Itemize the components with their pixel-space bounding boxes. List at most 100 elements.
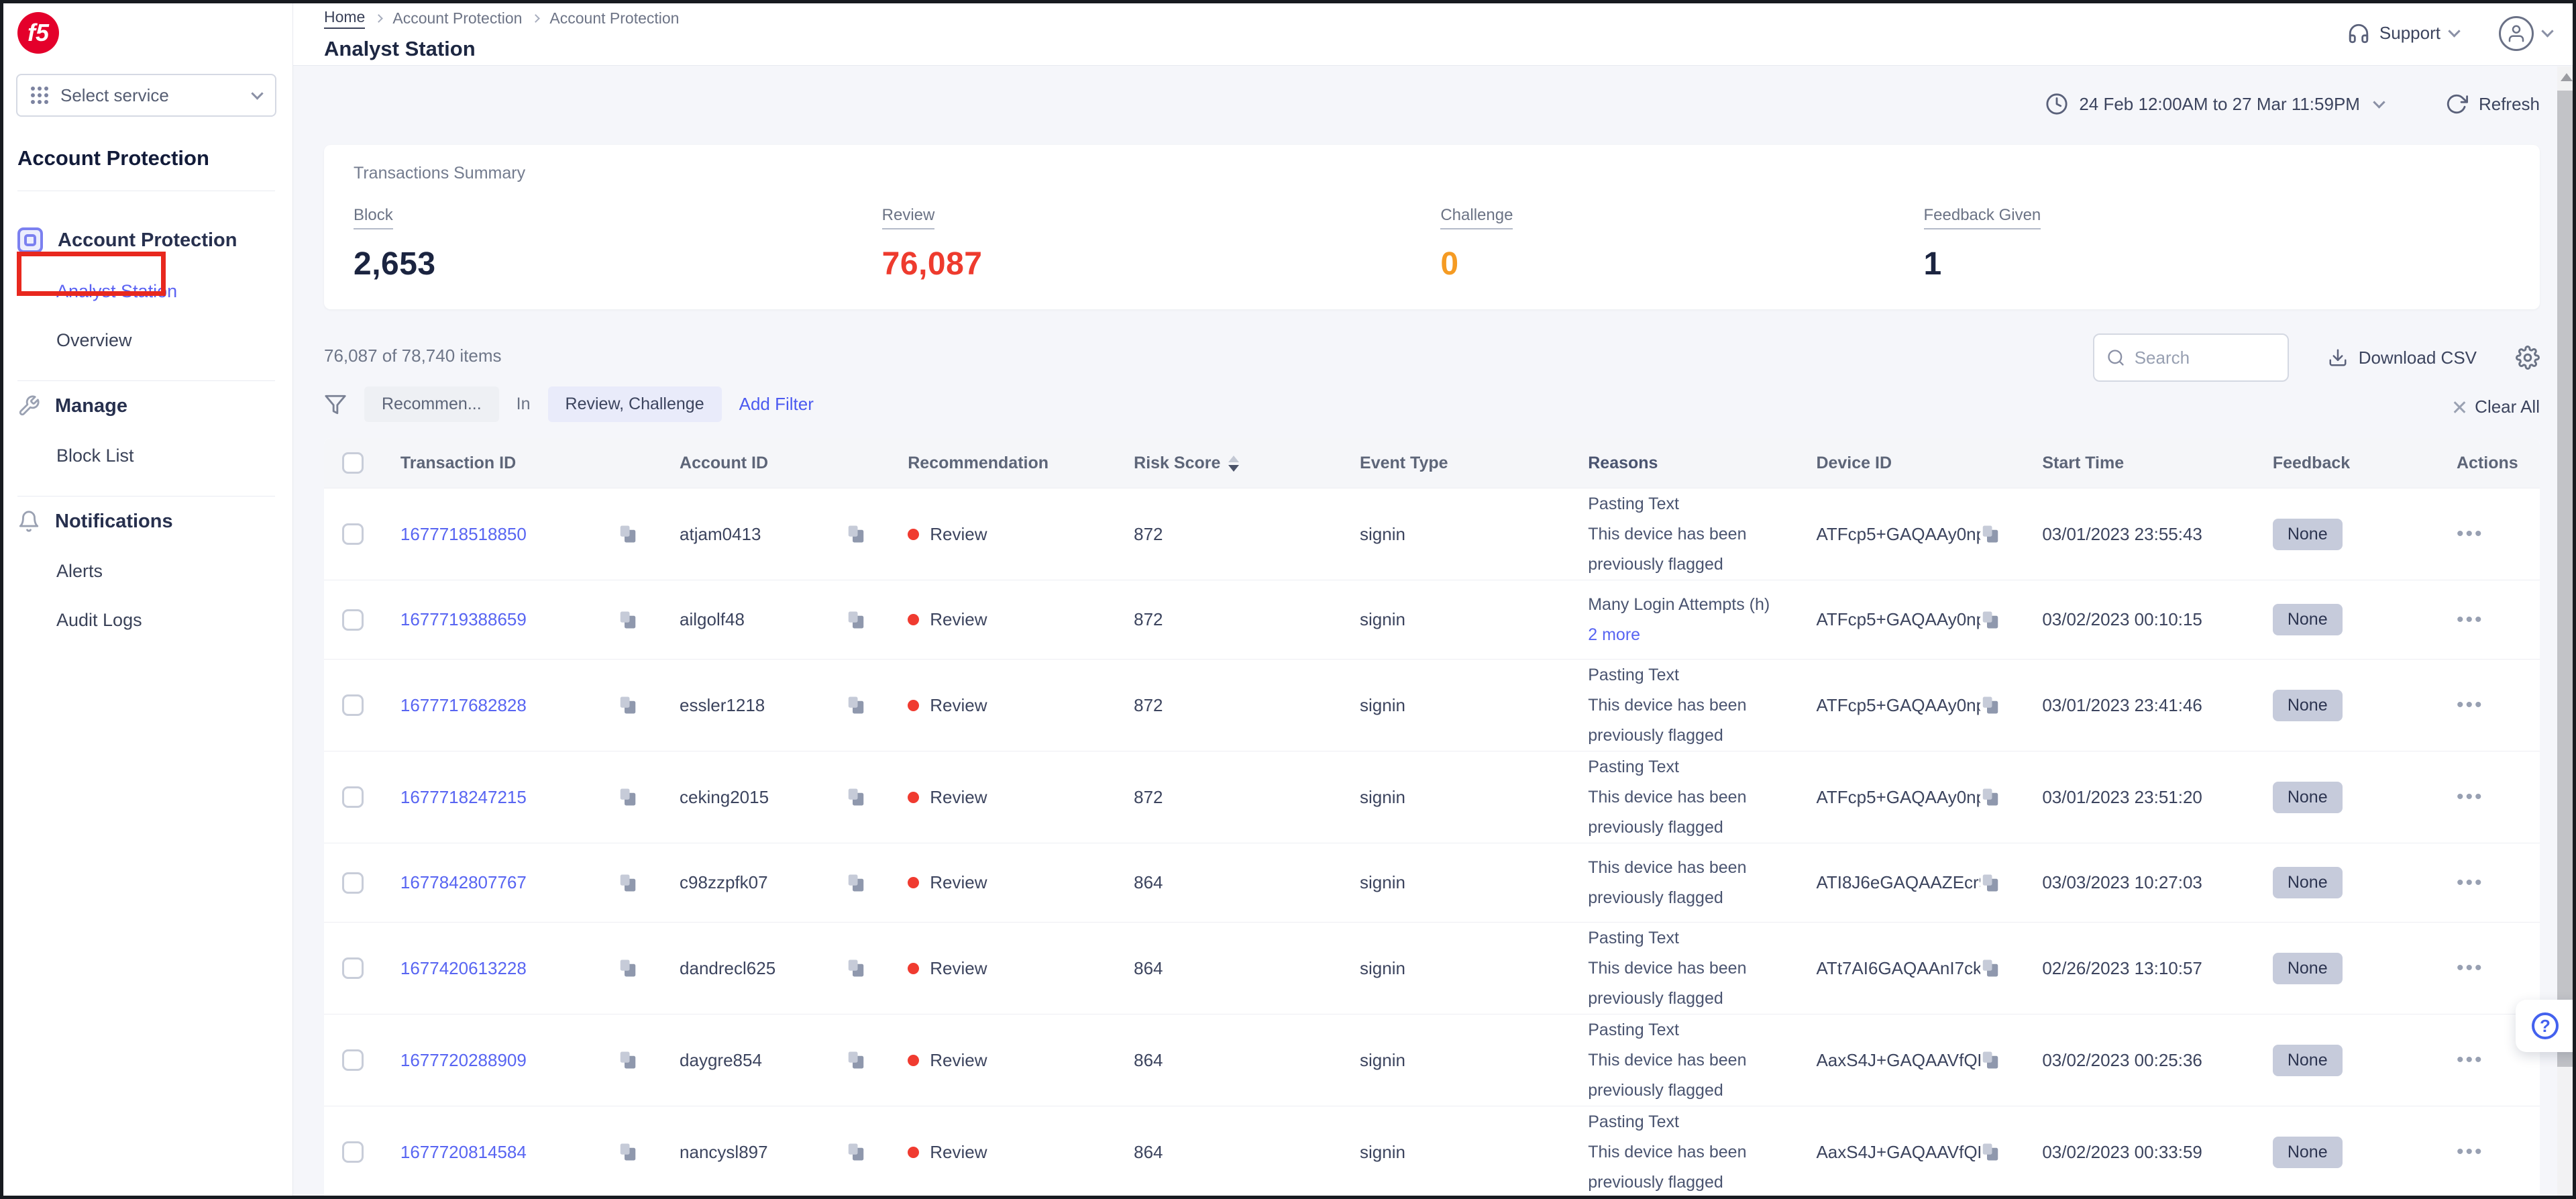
copy-icon[interactable]: [846, 610, 866, 630]
copy-icon[interactable]: [618, 524, 638, 544]
copy-icon[interactable]: [1980, 873, 2000, 893]
copy-icon[interactable]: [1980, 1050, 2000, 1070]
reasons-text: This device has been previously flagged: [1588, 857, 1747, 907]
filter-field-chip[interactable]: Recommen...: [364, 386, 499, 422]
row-checkbox[interactable]: [341, 523, 364, 545]
row-actions-menu[interactable]: •••: [2456, 608, 2484, 631]
add-filter-button[interactable]: Add Filter: [739, 394, 814, 414]
copy-icon[interactable]: [618, 1142, 638, 1162]
transaction-id-link[interactable]: 1677718518850: [400, 523, 527, 544]
copy-icon[interactable]: [1980, 1142, 2000, 1162]
sidebar-item-audit-logs[interactable]: Audit Logs: [56, 610, 142, 630]
refresh-label: Refresh: [2478, 93, 2540, 114]
copy-icon[interactable]: [618, 695, 638, 715]
f5-logo: f5: [17, 12, 59, 54]
transaction-id-link[interactable]: 1677717682828: [400, 694, 527, 715]
row-actions-menu[interactable]: •••: [2456, 786, 2484, 808]
row-checkbox[interactable]: [341, 1141, 364, 1163]
transaction-id-link[interactable]: 1677719388659: [400, 609, 527, 629]
chevron-down-icon: [2373, 95, 2385, 109]
copy-icon[interactable]: [846, 1142, 866, 1162]
row-checkbox[interactable]: [341, 694, 364, 716]
copy-icon[interactable]: [846, 787, 866, 807]
col-reasons[interactable]: Reasons: [1588, 453, 1658, 472]
nav-group-account-protection[interactable]: Account Protection: [17, 227, 275, 253]
recommendation-value: Review: [930, 786, 987, 807]
col-recommendation[interactable]: Recommendation: [908, 453, 1049, 472]
copy-icon[interactable]: [1980, 787, 2000, 807]
gear-icon[interactable]: [2516, 346, 2540, 370]
transaction-id-link[interactable]: 1677720288909: [400, 1049, 527, 1070]
copy-icon[interactable]: [1980, 524, 2000, 544]
row-checkbox[interactable]: [341, 609, 364, 631]
nav-group-notifications[interactable]: Notifications: [17, 510, 275, 533]
recommendation-value: Review: [930, 1049, 987, 1070]
metric-challenge-value: 0: [1440, 246, 1459, 282]
copy-icon[interactable]: [1980, 958, 2000, 978]
user-menu[interactable]: [2499, 15, 2554, 51]
copy-icon[interactable]: [618, 787, 638, 807]
col-account-id[interactable]: Account ID: [680, 453, 768, 472]
col-start-time[interactable]: Start Time: [2042, 453, 2125, 472]
row-checkbox[interactable]: [341, 957, 364, 979]
feedback-badge: None: [2272, 781, 2343, 813]
date-range-picker[interactable]: 24 Feb 12:00AM to 27 Mar 11:59PM: [2045, 93, 2385, 115]
row-actions-menu[interactable]: •••: [2456, 694, 2484, 716]
sidebar-item-block-list[interactable]: Block List: [56, 446, 134, 466]
review-status-dot: [908, 1146, 920, 1158]
row-checkbox[interactable]: [341, 1049, 364, 1071]
support-menu[interactable]: Support: [2347, 22, 2461, 45]
col-feedback[interactable]: Feedback: [2272, 453, 2351, 472]
event-type-value: signin: [1360, 1049, 1405, 1070]
select-all-checkbox[interactable]: [341, 452, 364, 474]
filter-value-chip[interactable]: Review, Challenge: [547, 386, 722, 422]
copy-icon[interactable]: [846, 873, 866, 893]
row-actions-menu[interactable]: •••: [2456, 523, 2484, 545]
copy-icon[interactable]: [846, 695, 866, 715]
row-actions-menu[interactable]: •••: [2456, 871, 2484, 894]
copy-icon[interactable]: [618, 1050, 638, 1070]
row-actions-menu[interactable]: •••: [2456, 1049, 2484, 1071]
transaction-id-link[interactable]: 1677718247215: [400, 786, 527, 807]
download-csv-button[interactable]: Download CSV: [2328, 348, 2477, 368]
col-event-type[interactable]: Event Type: [1360, 453, 1448, 472]
row-checkbox[interactable]: [341, 786, 364, 808]
nav-group-manage[interactable]: Manage: [17, 395, 275, 417]
select-service-dropdown[interactable]: Select service: [16, 74, 276, 117]
copy-icon[interactable]: [618, 610, 638, 630]
search-input[interactable]: [2134, 347, 2262, 368]
transaction-id-link[interactable]: 1677420613228: [400, 957, 527, 978]
transaction-id-link[interactable]: 1677720814584: [400, 1141, 527, 1162]
breadcrumb-home-link[interactable]: Home: [324, 8, 366, 29]
search-box: [2092, 333, 2289, 382]
copy-icon[interactable]: [618, 958, 638, 978]
sidebar-item-alerts[interactable]: Alerts: [56, 561, 103, 581]
copy-icon[interactable]: [846, 1050, 866, 1070]
event-type-value: signin: [1360, 523, 1405, 544]
col-risk-score[interactable]: Risk Score: [1115, 454, 1341, 473]
more-reasons-link[interactable]: 2 more: [1588, 625, 1641, 644]
copy-icon[interactable]: [618, 873, 638, 893]
sort-icon[interactable]: [1228, 455, 1240, 472]
help-button[interactable]: ?: [2516, 1000, 2576, 1052]
main-area: Home Account Protection Account Protecti…: [293, 0, 2576, 1199]
copy-icon[interactable]: [1980, 695, 2000, 715]
scrollbar-thumb[interactable]: [2557, 91, 2576, 1067]
copy-icon[interactable]: [846, 524, 866, 544]
row-checkbox[interactable]: [341, 872, 364, 894]
col-device-id[interactable]: Device ID: [1816, 453, 1892, 472]
row-actions-menu[interactable]: •••: [2456, 957, 2484, 979]
sidebar-item-overview[interactable]: Overview: [56, 330, 132, 350]
breadcrumb-item[interactable]: Account Protection: [392, 9, 523, 27]
clear-all-button[interactable]: Clear All: [2452, 397, 2540, 417]
row-actions-menu[interactable]: •••: [2456, 1141, 2484, 1163]
sidebar-item-analyst-station[interactable]: Analyst Station: [56, 281, 178, 301]
refresh-button[interactable]: Refresh: [2445, 93, 2540, 115]
breadcrumb: Home Account Protection Account Protecti…: [324, 8, 679, 29]
copy-icon[interactable]: [1980, 610, 2000, 630]
col-transaction-id[interactable]: Transaction ID: [400, 453, 517, 472]
scroll-up-arrow-icon[interactable]: [2561, 73, 2573, 81]
start-time-value: 03/01/2023 23:51:20: [2042, 786, 2202, 807]
transaction-id-link[interactable]: 1677842807767: [400, 872, 527, 892]
copy-icon[interactable]: [846, 958, 866, 978]
